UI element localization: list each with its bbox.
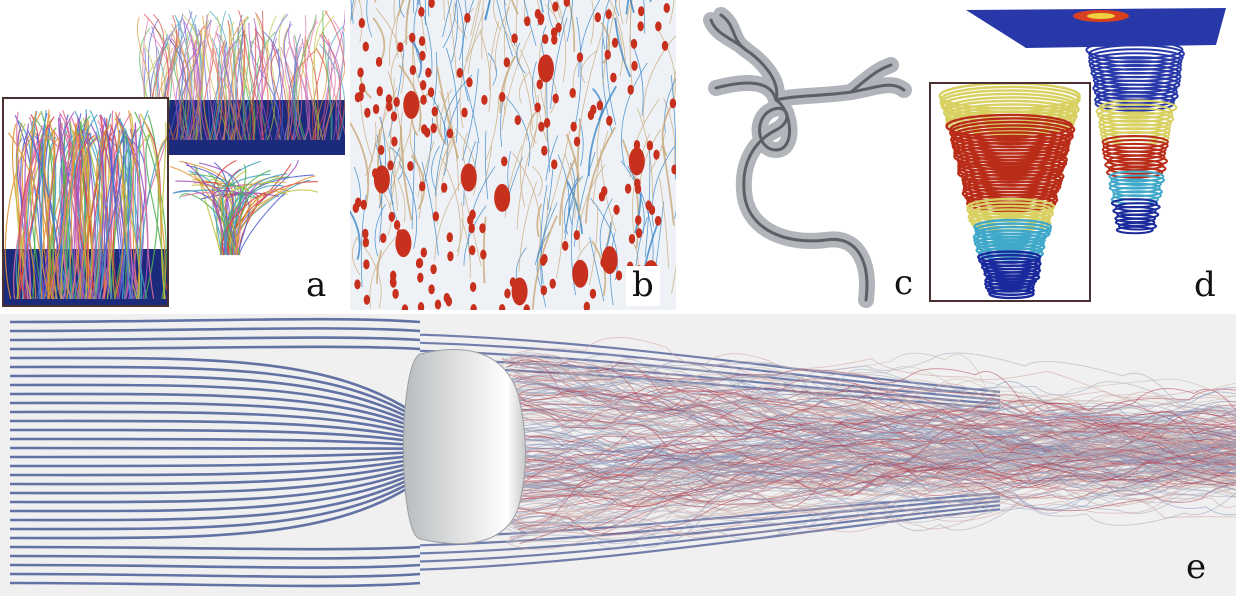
panel-e: e: [0, 314, 1236, 596]
panel-c-vessel-tube: [703, 7, 912, 308]
panel-d-inset: [929, 82, 1091, 302]
cylinder-obstacle: [403, 349, 526, 545]
panel-d: d: [926, 0, 1236, 310]
panel-b-label: b: [626, 266, 660, 306]
panel-e-label: e: [1186, 547, 1207, 587]
panel-a: a: [0, 0, 345, 310]
panel-e-flow-streamlines: [9, 317, 1236, 588]
panel-d-vortex-spirals: [966, 8, 1226, 235]
panel-d-label: d: [1194, 265, 1216, 305]
panel-c-label: c: [894, 263, 914, 303]
panel-b-neuron-network: [350, 0, 676, 310]
panel-c: c: [676, 0, 926, 310]
panel-a-inset: [2, 97, 169, 307]
panel-a-label: a: [306, 265, 327, 305]
panel-b: b: [350, 0, 676, 310]
